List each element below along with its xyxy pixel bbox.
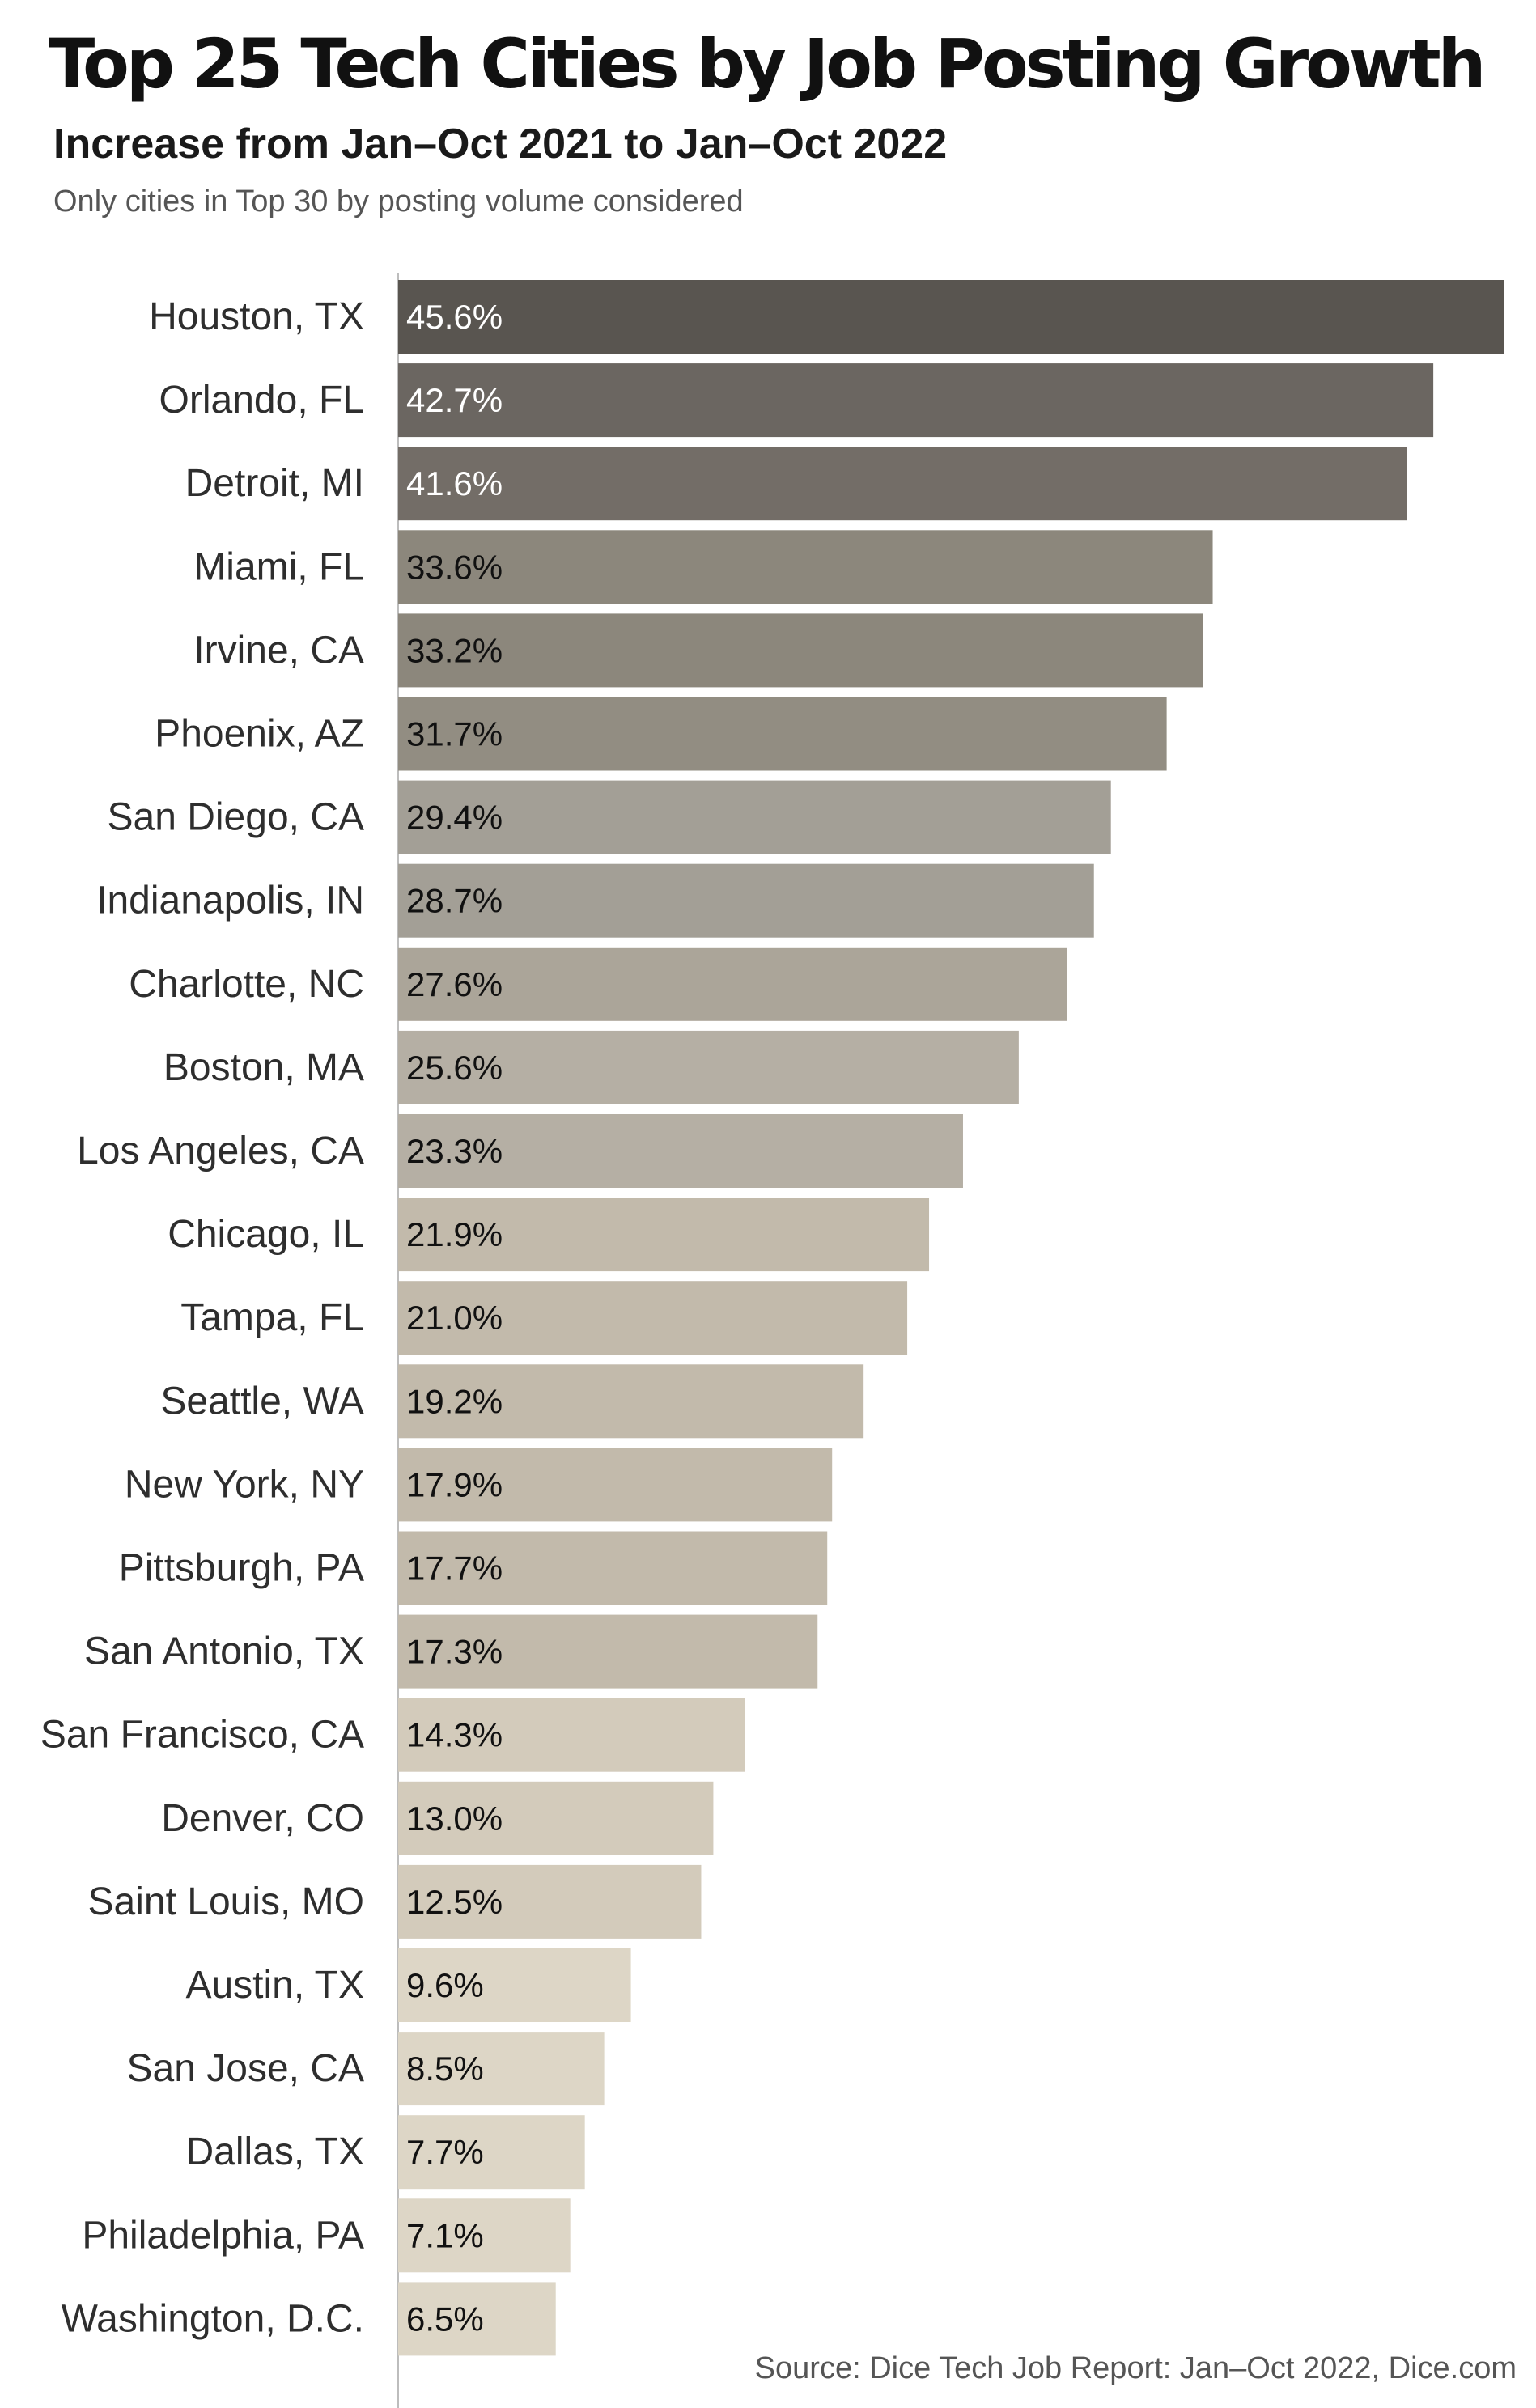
- data-label: 33.2%: [406, 631, 503, 669]
- bar: [398, 947, 1067, 1021]
- category-label: Detroit, MI: [185, 462, 364, 505]
- data-label: 33.6%: [406, 548, 503, 586]
- category-label: Pittsburgh, PA: [119, 1547, 364, 1590]
- category-label: Boston, MA: [163, 1046, 364, 1089]
- category-label: Saint Louis, MO: [88, 1880, 364, 1923]
- data-label: 27.6%: [406, 965, 503, 1003]
- bar: [398, 447, 1407, 521]
- category-label: San Francisco, CA: [40, 1714, 364, 1757]
- data-label: 41.6%: [406, 464, 503, 502]
- data-label: 29.4%: [406, 799, 503, 837]
- bar: [398, 280, 1504, 354]
- category-label: New York, NY: [125, 1463, 364, 1506]
- category-label: San Jose, CA: [127, 2047, 364, 2090]
- category-label: Charlotte, NC: [129, 963, 364, 1006]
- bar: [398, 530, 1213, 604]
- data-label: 13.0%: [406, 1800, 503, 1838]
- category-label: Dallas, TX: [185, 2130, 364, 2173]
- category-label: Orlando, FL: [159, 379, 364, 422]
- data-label: 19.2%: [406, 1382, 503, 1420]
- data-label: 25.6%: [406, 1049, 503, 1087]
- bar: [398, 697, 1167, 771]
- data-label: 21.0%: [406, 1299, 503, 1337]
- bar: [398, 1698, 745, 1772]
- bar: [398, 2198, 571, 2273]
- data-label: 17.9%: [406, 1465, 503, 1503]
- data-label: 31.7%: [406, 715, 503, 753]
- data-label: 21.9%: [406, 1215, 503, 1253]
- bar: [398, 2115, 585, 2190]
- data-label: 6.5%: [406, 2300, 484, 2338]
- category-label: Phoenix, AZ: [155, 713, 364, 756]
- category-label: Indianapolis, IN: [96, 880, 364, 922]
- category-label: Miami, FL: [193, 545, 364, 588]
- bar: [398, 1948, 631, 2022]
- category-label: Los Angeles, CA: [77, 1130, 364, 1172]
- category-label: San Diego, CA: [107, 796, 364, 839]
- data-label: 42.7%: [406, 381, 503, 419]
- category-label: Seattle, WA: [160, 1380, 364, 1422]
- chart-note: Only cities in Top 30 by posting volume …: [53, 184, 744, 218]
- bar: [398, 1531, 828, 1605]
- category-label: Chicago, IL: [168, 1213, 364, 1256]
- category-label: Denver, CO: [161, 1797, 364, 1840]
- data-label: 8.5%: [406, 2050, 484, 2088]
- bar: [398, 2032, 605, 2106]
- data-label: 9.6%: [406, 1966, 484, 2004]
- data-label: 45.6%: [406, 298, 503, 336]
- bar: [398, 1781, 714, 1855]
- data-label: 23.3%: [406, 1132, 503, 1170]
- data-label: 7.7%: [406, 2133, 484, 2171]
- data-label: 17.7%: [406, 1550, 503, 1588]
- bar: [398, 1198, 930, 1272]
- bar: [398, 780, 1111, 854]
- category-label: San Antonio, TX: [84, 1630, 364, 1673]
- category-label: Houston, TX: [149, 295, 364, 338]
- category-label: Washington, D.C.: [62, 2297, 364, 2340]
- category-label: Philadelphia, PA: [82, 2214, 364, 2257]
- category-label: Austin, TX: [185, 1964, 364, 2007]
- bar: [398, 2282, 556, 2356]
- bar: [398, 1114, 963, 1188]
- bar: [398, 1364, 864, 1439]
- bar: [398, 1030, 1019, 1104]
- bar: [398, 1281, 908, 1355]
- bar: [398, 1864, 702, 1939]
- bar: [398, 863, 1094, 938]
- bar: [398, 363, 1434, 438]
- data-label: 7.1%: [406, 2216, 484, 2254]
- chart-source: Source: Dice Tech Job Report: Jan–Oct 20…: [754, 2351, 1517, 2385]
- category-label: Irvine, CA: [193, 629, 364, 672]
- bar: [398, 1614, 818, 1689]
- bar: [398, 1448, 833, 1522]
- data-label: 17.3%: [406, 1633, 503, 1671]
- data-label: 12.5%: [406, 1883, 503, 1921]
- chart-subtitle: Increase from Jan–Oct 2021 to Jan–Oct 20…: [53, 121, 948, 167]
- data-label: 14.3%: [406, 1716, 503, 1754]
- category-label: Tampa, FL: [180, 1296, 364, 1339]
- data-label: 28.7%: [406, 882, 503, 920]
- chart-title: Top 25 Tech Cities by Job Posting Growth: [49, 24, 1486, 104]
- bar: [398, 613, 1203, 688]
